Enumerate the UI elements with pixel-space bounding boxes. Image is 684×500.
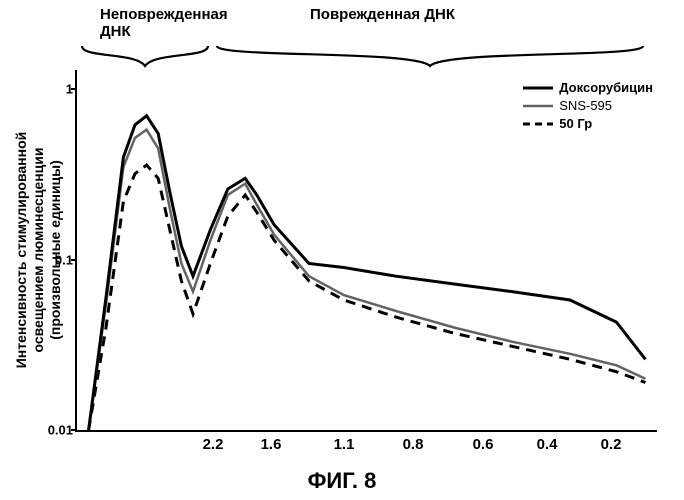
y-axis-label: Интенсивность стимулированной освещением… bbox=[13, 70, 63, 430]
chart-lines bbox=[77, 70, 657, 430]
y-axis-label-line2: освещением люминесценции bbox=[30, 70, 47, 430]
y-tick-001: 0.01 bbox=[48, 423, 73, 438]
bracket-intact bbox=[80, 44, 210, 70]
x-tick-2: 1.1 bbox=[334, 436, 355, 453]
x-tick-0: 2.2 bbox=[203, 436, 224, 453]
x-tick-1: 1.6 bbox=[261, 436, 282, 453]
x-tick-5: 0.4 bbox=[537, 436, 558, 453]
x-tick-3: 0.8 bbox=[403, 436, 424, 453]
top-label-intact-line1: НеповрежденнаяДНК bbox=[100, 6, 228, 40]
x-tick-6: 0.2 bbox=[601, 436, 622, 453]
y-axis-label-line1: Интенсивность стимулированной bbox=[13, 70, 30, 430]
series-doxorubicin bbox=[89, 116, 646, 430]
plot-area: 1 0.1 0.01 2.2 1.6 1.1 0.8 0.6 0.4 0.2 Д… bbox=[75, 70, 657, 432]
series-sns595 bbox=[89, 130, 646, 430]
top-label-intact: НеповрежденнаяДНК bbox=[100, 6, 228, 41]
top-label-damaged: Поврежденная ДНК bbox=[310, 6, 455, 23]
figure-label: ФИГ. 8 bbox=[0, 468, 684, 494]
x-tick-4: 0.6 bbox=[473, 436, 494, 453]
y-axis-label-line3: (произвольные единицы) bbox=[46, 70, 63, 430]
bracket-damaged bbox=[215, 44, 645, 70]
